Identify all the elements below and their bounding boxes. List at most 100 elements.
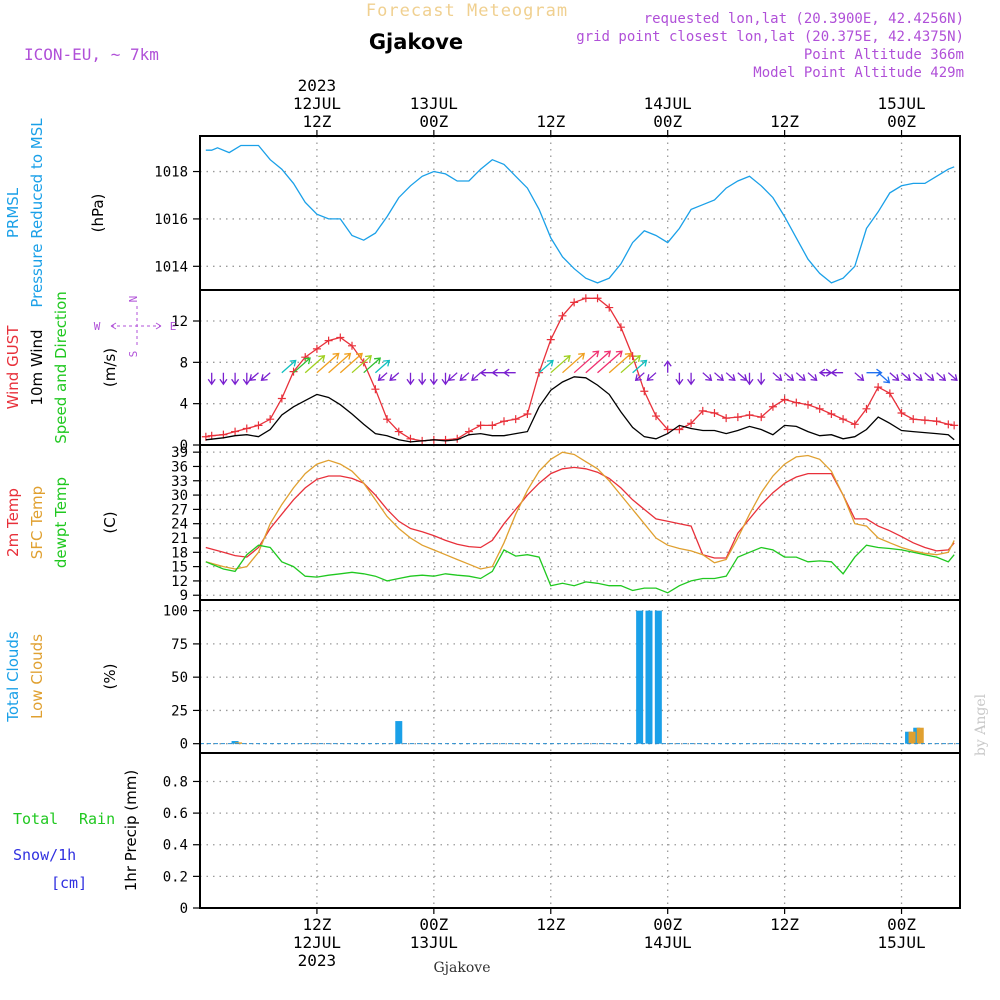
wind-arrow — [281, 359, 297, 374]
wind-arrow — [219, 372, 228, 386]
wind-arrow — [538, 359, 554, 374]
panel-4: 0 25 50 75 100 Total Clouds Low Clouds (%) — [4, 599, 961, 754]
gust-marker — [663, 425, 672, 434]
cloud-bar — [905, 731, 913, 744]
gust-marker — [745, 411, 754, 420]
wind-arrow — [447, 372, 458, 382]
wind-arrow — [757, 372, 766, 386]
wind-arrow — [479, 368, 493, 377]
panel-label: Low Clouds — [28, 634, 46, 719]
gust-marker — [312, 344, 321, 353]
series-line-wind10m — [205, 376, 955, 443]
gust-marker — [207, 431, 216, 440]
gust-marker — [698, 406, 707, 415]
gust-marker — [710, 408, 719, 417]
wind-arrow — [737, 372, 748, 382]
bottom-time-label: 00Z — [419, 915, 448, 934]
wind-arrow — [374, 359, 391, 374]
compass-s: S — [127, 351, 140, 358]
panel-5: 0 0.2 0.4 0.6 0.8 1hr Precip (mm) — [122, 752, 961, 917]
gust-marker — [324, 336, 333, 345]
series-line-pressure — [205, 144, 955, 284]
top-time-label: 12Z — [770, 112, 799, 131]
gust-marker — [815, 404, 824, 413]
model-name: ICON-EU, ~ 7km — [24, 45, 159, 64]
gust-marker — [722, 414, 731, 423]
top-time-label: 00Z — [419, 112, 448, 131]
panel-label: 2m Temp — [4, 488, 22, 557]
bottom-time-label: 12Z — [302, 915, 331, 934]
panel-frame — [199, 752, 961, 909]
gust-marker — [652, 412, 660, 421]
compass-heads — [110, 322, 162, 330]
top-time-label: 00Z — [887, 112, 916, 131]
compass-rose: N S W E — [94, 296, 177, 358]
wind-arrow — [795, 372, 806, 382]
wind-arrow — [260, 372, 271, 382]
panel-unit-label: (C) — [101, 511, 119, 533]
panel-frame — [199, 135, 961, 291]
gust-marker — [336, 333, 345, 342]
wind-arrow — [459, 372, 470, 382]
y-tick-label: 12 — [171, 574, 188, 590]
y-tick-label: 12 — [171, 314, 188, 330]
panel-label: PRMSL — [4, 187, 22, 238]
gust-marker — [897, 408, 906, 417]
cloud-bar — [636, 610, 644, 744]
y-tick-label: 0.6 — [163, 806, 188, 822]
gust-marker — [441, 435, 450, 444]
y-tick-label: 0.4 — [163, 838, 188, 854]
compass-n: N — [127, 296, 140, 303]
gust-marker — [733, 413, 742, 422]
top-time-label: 12JUL — [293, 94, 341, 113]
wind-arrow — [389, 372, 400, 382]
y-tick-label: 30 — [171, 488, 188, 504]
y-tick-label: 39 — [171, 445, 188, 461]
credit-watermark: by Angel — [973, 693, 989, 756]
wind-arrow — [441, 372, 450, 386]
gust-marker — [944, 420, 953, 429]
footer-location: Gjakove — [434, 960, 491, 976]
wind-arrow — [807, 372, 818, 382]
wind-arrow — [231, 372, 240, 386]
panel-label: SFC Temp — [28, 486, 46, 559]
wind-arrow — [818, 368, 832, 377]
location-title: Gjakove — [369, 30, 463, 54]
y-tick-label: 75 — [171, 637, 188, 653]
gust-marker — [839, 415, 848, 424]
wind-arrow — [207, 372, 216, 386]
panel-label: Total Clouds — [4, 631, 22, 723]
wind-arrow — [646, 372, 657, 382]
y-tick-label: 21 — [171, 531, 188, 547]
gust-marker — [874, 383, 883, 392]
gust-marker — [605, 303, 614, 312]
gust-marker — [862, 404, 871, 413]
bottom-time-label: 12Z — [536, 915, 565, 934]
panel-unit-label: (hPa) — [89, 194, 107, 233]
top-time-label: 2023 — [298, 76, 337, 95]
wind-arrow — [562, 352, 586, 374]
wind-arrow — [936, 372, 947, 382]
gust-marker — [558, 311, 567, 320]
series-line-dewpt — [205, 544, 955, 594]
bottom-time-label: 13JUL — [410, 933, 458, 952]
wind-arrow — [406, 372, 415, 386]
gust-marker — [301, 353, 310, 362]
y-tick-label: 9 — [180, 588, 188, 604]
gridpoint-coords: grid point closest lon,lat (20.375E, 42.… — [576, 29, 964, 45]
gust-marker — [780, 395, 789, 404]
panel-label: dewpt Temp — [52, 477, 70, 568]
wind-arrow — [418, 372, 427, 386]
y-tick-label: 50 — [171, 670, 188, 686]
gust-marker — [488, 421, 497, 430]
gust-marker — [950, 421, 959, 430]
y-tick-label: 24 — [171, 517, 188, 533]
cloud-bar — [908, 731, 916, 744]
gust-marker — [476, 421, 485, 430]
gust-marker — [909, 415, 918, 424]
gust-marker — [383, 415, 392, 424]
panel-unit-label: (m/s) — [101, 348, 119, 387]
panel-2: 0 4 8 12 N S W E Wind GUST 10m Wind Speed and Dire… — [4, 289, 961, 454]
y-tick-label: 0.2 — [163, 869, 188, 885]
